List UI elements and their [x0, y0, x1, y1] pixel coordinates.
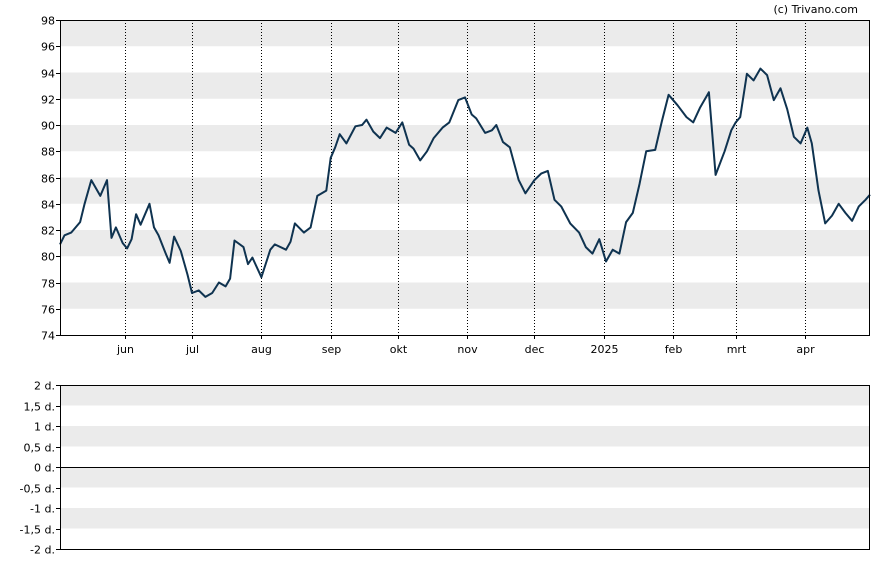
sub-y-tick-label: -1,5 d. — [20, 524, 55, 537]
sub-y-tick-label: -2 d. — [30, 544, 55, 557]
sub-chart-y-axis: 2 d. 1,5 d. 1 d. 0,5 d. 0 d. -0,5 d. -1 d. -1,5… — [20, 380, 60, 557]
x-tick-label: nov — [457, 343, 478, 356]
x-tick-label: jul — [185, 343, 199, 356]
x-tick-label: jun — [116, 343, 134, 356]
y-tick-label: 74 — [41, 330, 55, 343]
main-band — [60, 125, 870, 152]
y-tick-label: 90 — [41, 120, 55, 133]
sub-y-tick-label: -1 d. — [30, 503, 55, 516]
y-tick-label: 78 — [41, 278, 55, 291]
y-tick-label: 82 — [41, 225, 55, 238]
x-tick-label: dec — [525, 343, 545, 356]
sub-band — [60, 508, 870, 529]
main-chart-price-line — [59, 67, 871, 298]
y-tick-label: 86 — [41, 173, 55, 186]
sub-band — [60, 426, 870, 447]
main-band — [60, 177, 870, 204]
sub-y-tick-label: 1,5 d. — [24, 401, 55, 414]
sub-chart-bands — [60, 385, 870, 529]
sub-y-tick-label: 1 d. — [34, 421, 55, 434]
sub-chart-frame — [60, 385, 870, 550]
y-tick-label: 94 — [41, 68, 55, 81]
main-chart-y-axis: 74 76 78 80 82 84 86 88 90 92 94 96 98 — [41, 15, 60, 343]
main-band — [60, 20, 870, 47]
sub-y-tick-label: 0,5 d. — [24, 442, 55, 455]
sub-plot-border — [60, 385, 870, 550]
sub-y-tick-label: 0 d. — [34, 462, 55, 475]
main-chart-x-axis: jun jul aug sep okt nov dec 2025 feb mrt apr — [116, 335, 815, 356]
x-tick-label: okt — [390, 343, 408, 356]
credit-label: (c) Trivano.com — [773, 3, 858, 16]
y-tick-label: 84 — [41, 199, 55, 212]
x-tick-label: aug — [251, 343, 272, 356]
y-tick-label: 92 — [41, 94, 55, 107]
y-tick-label: 80 — [41, 251, 55, 264]
main-chart-bands — [60, 20, 870, 309]
sub-y-tick-label: -0,5 d. — [20, 483, 55, 496]
y-tick-label: 88 — [41, 146, 55, 159]
main-chart-frame — [60, 20, 870, 336]
main-band — [60, 282, 870, 309]
y-tick-label: 98 — [41, 15, 55, 28]
price-series-line — [59, 67, 871, 298]
x-tick-label: 2025 — [591, 343, 619, 356]
x-tick-label: apr — [796, 343, 815, 356]
y-tick-label: 76 — [41, 304, 55, 317]
main-band — [60, 72, 870, 99]
sub-band — [60, 385, 870, 406]
main-band — [60, 230, 870, 257]
y-tick-label: 96 — [41, 41, 55, 54]
x-tick-label: sep — [322, 343, 341, 356]
sub-y-tick-label: 2 d. — [34, 380, 55, 393]
sub-band — [60, 467, 870, 488]
x-tick-label: mrt — [727, 343, 747, 356]
main-plot-border — [60, 20, 870, 336]
x-tick-label: feb — [665, 343, 683, 356]
